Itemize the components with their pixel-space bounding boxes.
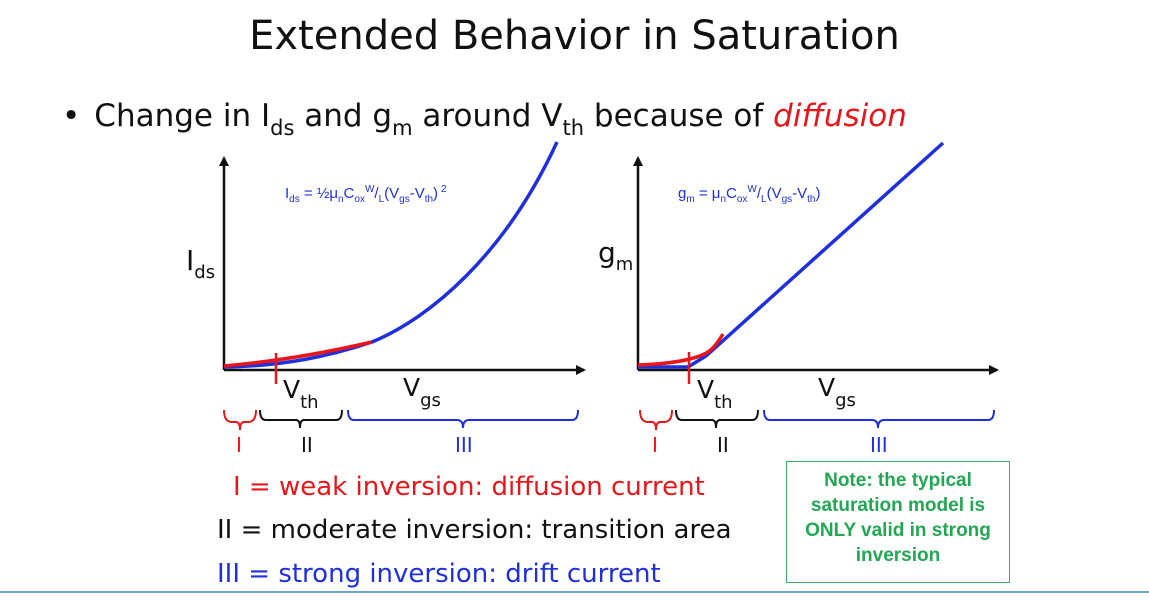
- right-region-ii: II: [717, 433, 729, 457]
- right-plot: gm gm = μnCoxW/L(Vgs-Vth) Vth Vgs I II I…: [598, 141, 999, 457]
- legend-moderate-inversion: II = moderate inversion: transition area: [217, 515, 732, 545]
- right-vth-label: Vth: [697, 375, 733, 413]
- left-plot: Ids Ids = ½μnCoxW/L(Vgs-Vth) 2 Vth Vgs I …: [186, 141, 586, 457]
- left-blue-curve: [223, 141, 559, 369]
- bullet-text-because: because of: [584, 98, 774, 134]
- left-vgs-label: Vgs: [403, 373, 441, 411]
- left-brace-moderate: [259, 409, 343, 429]
- bottom-divider: [0, 591, 1149, 593]
- right-region-i: I: [652, 433, 658, 457]
- right-vgs-label: Vgs: [818, 373, 856, 411]
- right-equation: gm = μnCoxW/L(Vgs-Vth): [678, 184, 821, 205]
- legend-weak-inversion: I = weak inversion: diffusion current: [233, 472, 705, 502]
- right-y-label: gm: [598, 236, 633, 275]
- right-region-iii: III: [870, 433, 888, 457]
- bullet-text-and: and g: [294, 98, 393, 134]
- bullet-dot-icon: •: [62, 98, 81, 134]
- right-blue-curve: [638, 141, 945, 369]
- left-region-ii: II: [301, 433, 313, 457]
- left-region-i: I: [236, 433, 242, 457]
- left-brace-weak: [223, 409, 257, 431]
- bullet-point: • Change in Ids and gm around Vth because…: [62, 96, 907, 139]
- left-red-curve: [223, 340, 373, 368]
- left-vth-label: Vth: [283, 375, 319, 413]
- bullet-gm-sub: m: [392, 116, 413, 140]
- note-box: Note: the typical saturation model is ON…: [786, 461, 1010, 583]
- slide-title: Extended Behavior in Saturation: [249, 13, 900, 59]
- right-brace-strong: [763, 409, 995, 429]
- left-y-label: Ids: [186, 244, 215, 283]
- right-brace-moderate: [675, 409, 759, 429]
- bullet-ids-sub: ds: [270, 116, 295, 140]
- right-brace-weak: [639, 409, 673, 431]
- right-red-curve: [637, 333, 725, 367]
- bullet-emphasis-diffusion: diffusion: [773, 98, 907, 134]
- bullet-text-prefix: Change in I: [94, 98, 271, 134]
- bullet-text-around: around V: [412, 98, 563, 134]
- legend-strong-inversion: III = strong inversion: drift current: [217, 559, 661, 589]
- bullet-vth-sub: th: [562, 116, 585, 140]
- left-equation: Ids = ½μnCoxW/L(Vgs-Vth) 2: [285, 184, 447, 205]
- left-region-iii: III: [455, 433, 473, 457]
- left-brace-strong: [347, 409, 579, 429]
